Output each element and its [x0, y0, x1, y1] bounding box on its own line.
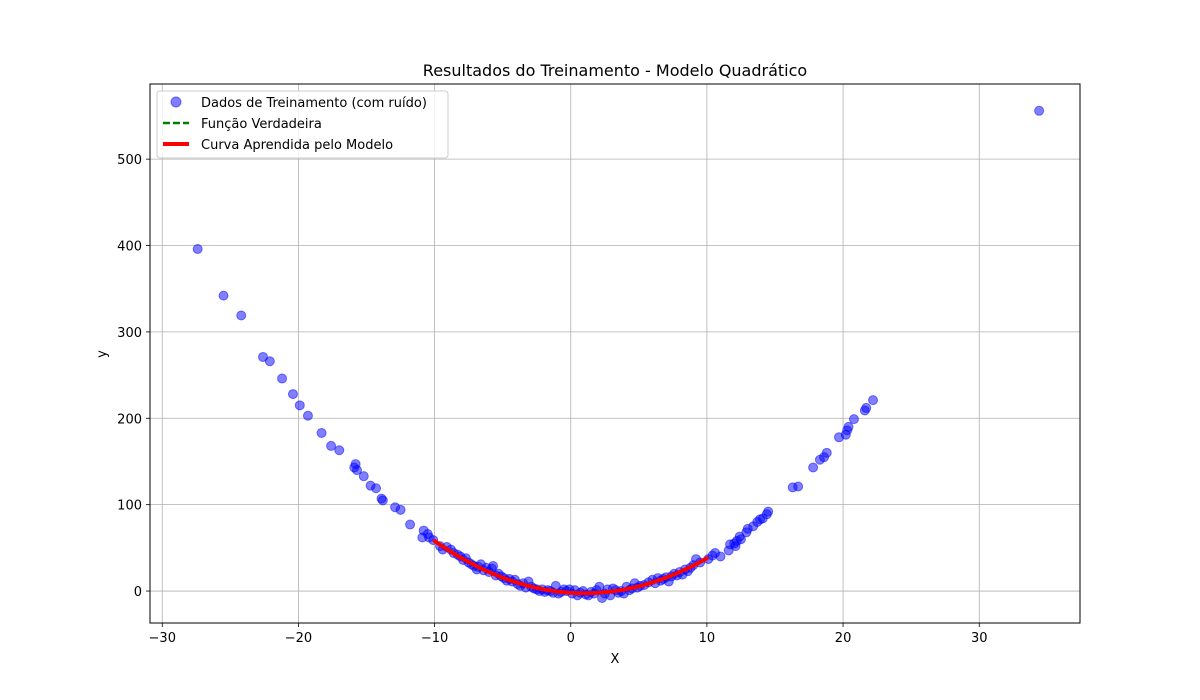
data-point: [316, 427, 327, 438]
y-tick-label: 0: [134, 585, 142, 600]
data-point: [1034, 105, 1045, 116]
data-point: [302, 410, 313, 421]
data-point: [358, 471, 369, 482]
data-point: [377, 495, 388, 506]
data-point: [371, 483, 382, 494]
legend-marker-training-data: [170, 96, 182, 108]
data-point: [326, 440, 337, 451]
x-axis-label: X: [611, 652, 620, 667]
data-point: [277, 373, 288, 384]
data-point: [351, 465, 362, 476]
y-tick-label: 500: [117, 153, 142, 168]
legend-label-true-function: Função Verdadeira: [201, 117, 322, 132]
legend-box: [156, 90, 449, 159]
data-point: [868, 395, 879, 406]
data-point: [236, 310, 247, 321]
data-point: [763, 506, 774, 517]
data-point: [395, 504, 406, 515]
data-point: [715, 551, 726, 562]
x-tick-label: −10: [421, 631, 448, 646]
x-tick-label: 20: [835, 631, 852, 646]
data-point: [294, 400, 305, 411]
x-tick-label: 10: [699, 631, 716, 646]
x-tick-label: 0: [567, 631, 575, 646]
data-point: [735, 534, 746, 545]
data-point: [192, 243, 203, 254]
legend: Dados de Treinamento (com ruído) Função …: [156, 90, 449, 159]
data-point: [334, 445, 345, 456]
plot-marks: [192, 105, 1045, 603]
y-tick-label: 200: [117, 412, 142, 427]
data-point: [793, 481, 804, 492]
learned-curve-line: [432, 538, 709, 596]
data-point: [808, 462, 819, 473]
data-point: [405, 519, 416, 530]
x-tick-label: −30: [149, 631, 176, 646]
plot-frame: [149, 83, 1081, 624]
chart-title: Resultados do Treinamento - Modelo Quadr…: [423, 61, 807, 80]
data-point: [821, 447, 832, 458]
data-point: [861, 402, 872, 413]
y-tick-label: 300: [117, 326, 142, 341]
y-tick-label: 400: [117, 240, 142, 255]
data-point: [287, 389, 298, 400]
grid: [150, 84, 1080, 623]
x-tick-label: 30: [971, 631, 988, 646]
y-tick-label: 100: [117, 499, 142, 514]
legend-label-training-data: Dados de Treinamento (com ruído): [201, 96, 427, 111]
legend-label-learned-curve: Curva Aprendida pelo Modelo: [201, 138, 393, 153]
x-tick-label: −20: [285, 631, 312, 646]
data-point: [264, 356, 275, 367]
data-point: [843, 421, 854, 432]
data-point: [218, 290, 229, 301]
data-point: [488, 560, 499, 571]
data-point: [848, 414, 859, 425]
y-axis-label: y: [95, 350, 110, 358]
